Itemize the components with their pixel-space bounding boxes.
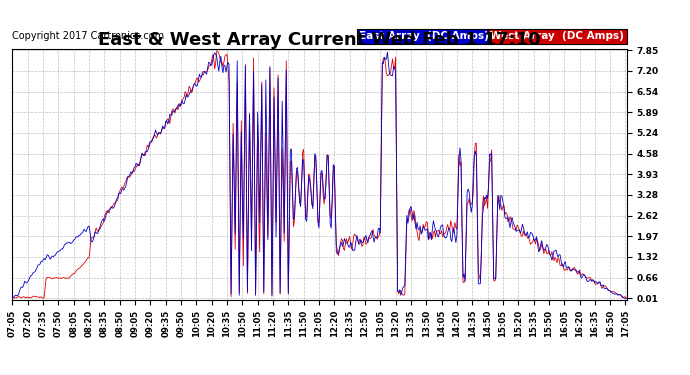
Text: West Array  (DC Amps): West Array (DC Amps) bbox=[490, 31, 624, 41]
Text: Copyright 2017 Cartronics.com: Copyright 2017 Cartronics.com bbox=[12, 31, 164, 41]
Text: East Array  (DC Amps): East Array (DC Amps) bbox=[359, 31, 489, 41]
Title: East & West Array Current Wed Feb 1 17:10: East & West Array Current Wed Feb 1 17:1… bbox=[98, 31, 541, 49]
